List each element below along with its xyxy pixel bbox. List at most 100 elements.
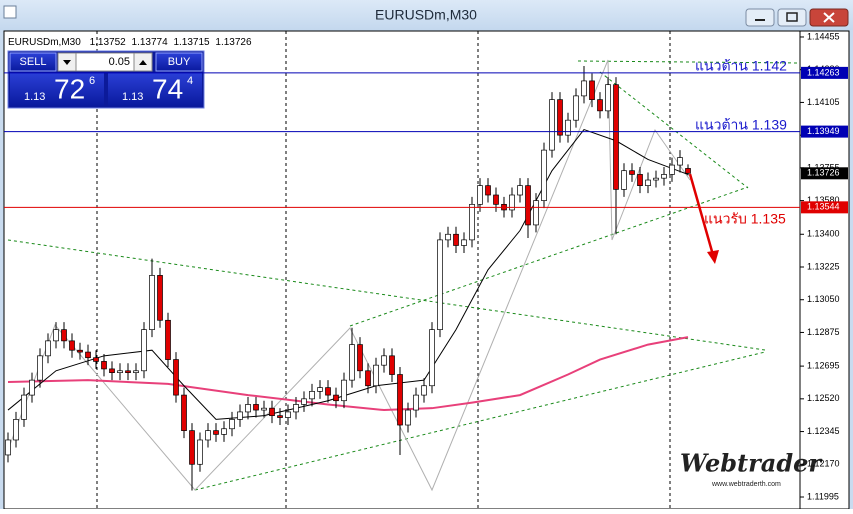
candle-body [333,394,339,402]
candle-body [269,407,275,417]
y-tick-label: 1.13225 [807,261,840,271]
candle-body [93,357,99,362]
candle-body [197,439,203,465]
candle-body [317,387,323,392]
candle-body [581,80,587,97]
restore-button[interactable] [777,8,807,27]
ohlc-value: 1.13774 [132,37,169,48]
candle-body [557,99,563,136]
candle-body [149,275,155,330]
candle-body [669,164,675,175]
minimize-button[interactable] [745,8,775,27]
candle-body [293,404,299,413]
ohlc-value: 1.13726 [215,37,252,48]
candle-body [101,361,107,370]
lot-value: 0.05 [109,56,130,68]
candle-body [37,355,43,381]
logo-name: Webtrader [680,449,823,478]
buy-button[interactable] [155,52,203,72]
trend-line [7,239,766,351]
candle-body [405,409,411,426]
candle-body [597,99,603,112]
candle-body [573,95,579,121]
buy-price-prefix: 1.13 [122,91,143,103]
candle-body [85,351,91,359]
y-tick-label: 1.13050 [807,294,840,304]
candle-body [181,394,187,431]
y-tick-label: 1.11995 [807,491,839,501]
candle-body [77,349,83,353]
candle-body [277,415,283,418]
trend-line [577,60,801,64]
annotation: แนวต้าน 1.139 [695,117,787,133]
buy-price-big: 74 [152,73,183,104]
candle-body [677,157,683,166]
price-level-tag [801,125,848,138]
y-tick-label: 1.13755 [807,162,840,172]
y-tick-label: 1.12695 [807,360,840,370]
price-level-label: 1.14263 [807,67,840,77]
candle-body [69,340,75,351]
candle-body [341,379,347,402]
candle-body [349,344,355,381]
y-tick-label: 1.12875 [807,327,840,337]
candle-body [21,394,27,420]
candle-body [397,374,403,426]
candle-body [117,370,123,374]
lot-down-icon [63,60,71,65]
candle-body [285,411,291,418]
period-separators [96,31,671,509]
candle-body [357,344,363,372]
price-level-tag [801,167,848,180]
candle-body [109,368,115,374]
candle-body [221,428,227,435]
arrow-head [707,250,719,264]
candle-body [61,329,67,342]
price-level-label: 1.13949 [807,126,840,136]
price-level-tag [801,66,848,79]
candle-body [229,419,235,430]
sell-button[interactable] [9,52,57,72]
sell-price-box[interactable] [10,73,104,106]
candle-body [413,394,419,411]
candle-body [381,355,387,366]
annotation: แนวรับ 1.135 [704,211,786,227]
logo: Webtrader www.webtraderth.com [680,449,823,488]
symbol-label: EURUSDm,M30 1.13752 1.13774 1.13715 1.13… [8,37,252,48]
candle-body [373,364,379,387]
candle-body [541,149,547,201]
trend-line [194,351,766,491]
candle-body [469,203,475,241]
window-title: EURUSDm,M30 [375,7,477,23]
candle-body [533,200,539,226]
candle-body [253,404,259,411]
candle-body [125,370,131,374]
sell-price-prefix: 1.13 [24,91,45,103]
candle-body [517,185,523,196]
candle-body [45,340,51,357]
y-tick-label: 1.14105 [807,97,840,107]
candle-body [301,398,307,405]
candle-body [205,430,211,441]
candle-body [5,439,11,456]
candle-body [565,119,571,136]
sell-price-big: 72 [54,73,85,104]
candle-body [525,185,531,226]
plot [5,65,691,491]
candle-body [189,430,195,465]
candle-body [493,194,499,205]
close-icon [823,12,835,23]
candle-body [309,391,315,400]
candle-body [141,329,147,372]
candle-body [661,174,667,179]
window-icon [3,5,17,19]
candle-body [365,370,371,387]
logo-url: www.webtraderth.com [711,481,781,488]
sell-price-small: 6 [89,75,95,87]
chart-area [3,30,850,510]
candle-body [685,168,691,174]
candle-body [213,430,219,435]
candle-body [133,370,139,374]
buy-price-box[interactable] [108,73,202,106]
